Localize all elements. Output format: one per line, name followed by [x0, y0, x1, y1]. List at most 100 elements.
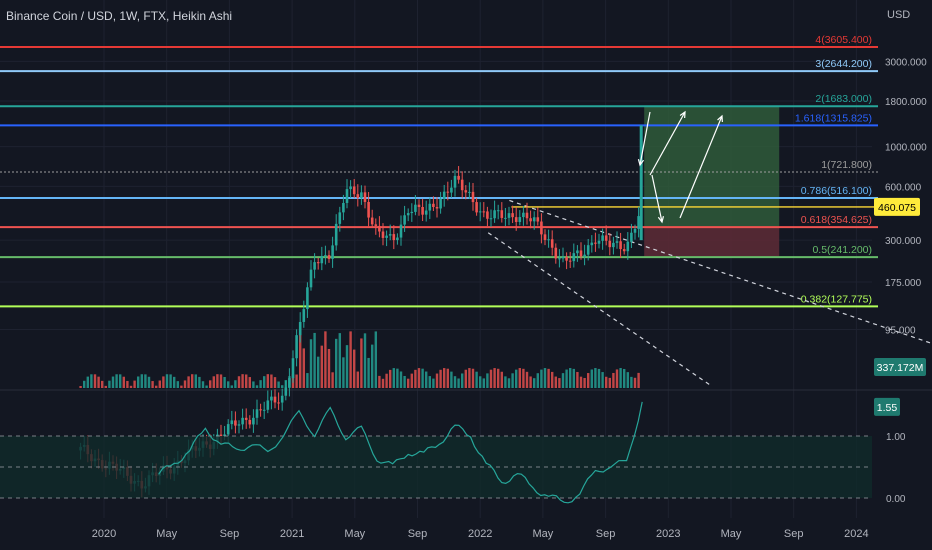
- volume-bar: [471, 368, 475, 388]
- volume-bar: [90, 374, 93, 388]
- volume-bar: [245, 374, 248, 388]
- candle-body: [306, 287, 309, 310]
- volume-bar: [327, 348, 331, 388]
- volume-bar: [252, 381, 255, 388]
- chart-grid: [0, 0, 932, 518]
- candle-body: [568, 260, 572, 262]
- price-axis-tick-label: 1800.000: [885, 97, 927, 108]
- candle-body: [471, 191, 475, 203]
- volume-bar: [309, 339, 313, 388]
- volume-bar: [83, 380, 86, 388]
- volume-bar: [410, 373, 413, 388]
- volume-bar: [216, 374, 219, 388]
- indicator-pane: [0, 401, 872, 504]
- candle-body: [511, 213, 514, 218]
- price-axis-tick-label: 300.000: [885, 236, 922, 247]
- candle-body: [324, 255, 327, 257]
- volume-bar: [374, 331, 377, 388]
- indicator-axis-tick-label: 1.00: [886, 432, 906, 443]
- candle-body: [572, 253, 576, 262]
- volume-bar: [86, 376, 89, 388]
- candle-body: [403, 215, 406, 225]
- volume-bar: [533, 378, 536, 388]
- candle-body: [601, 235, 604, 241]
- candle-body: [579, 250, 583, 257]
- time-axis-tick-label: May: [156, 528, 177, 540]
- volume-bar: [489, 369, 493, 388]
- volume-bar: [594, 368, 597, 388]
- fib-level-label: 0.786(516.100): [801, 185, 872, 197]
- volume-bar: [194, 374, 197, 388]
- candle-body: [248, 419, 252, 425]
- volume-bar: [129, 385, 133, 388]
- volume-bar: [302, 348, 305, 388]
- volume-bar: [356, 371, 359, 388]
- candle-body: [244, 417, 248, 420]
- candle-body: [637, 216, 640, 229]
- volume-bar: [205, 385, 208, 388]
- volume-bar: [396, 368, 399, 388]
- candle-body: [496, 210, 500, 212]
- fib-level-label: 2(1683.000): [815, 93, 872, 105]
- candle-body: [284, 387, 288, 396]
- volume-bar: [93, 374, 97, 388]
- volume-bar: [151, 381, 154, 388]
- time-axis[interactable]: 2020 May Sep 2021 May Sep 2022 May Sep 2023 May Sep…: [92, 528, 869, 540]
- candle-body: [450, 187, 453, 193]
- volume-bar: [461, 373, 464, 388]
- candle-body: [442, 191, 446, 199]
- candle-body: [313, 262, 316, 270]
- volume-bar: [299, 331, 302, 388]
- candle-body: [273, 396, 277, 403]
- fib-level-label: 0.382(127.775): [801, 293, 872, 305]
- volume-bar: [198, 376, 201, 388]
- candle-body: [583, 254, 586, 257]
- time-axis-tick-label: 2023: [656, 528, 680, 540]
- price-axis[interactable]: 3000.000 1800.000 1000.000 600.000 300.000 17…: [885, 57, 927, 505]
- volume-bar: [493, 368, 496, 388]
- volume-bar: [626, 372, 629, 388]
- candle-body: [590, 242, 594, 246]
- volume-bar: [637, 372, 640, 388]
- candle-body: [385, 235, 388, 238]
- volume-bar: [331, 372, 334, 388]
- candle-body: [626, 241, 630, 252]
- candle-body: [446, 191, 450, 193]
- candle-body: [561, 256, 565, 259]
- price-axis-tick-label: 1000.000: [885, 143, 927, 154]
- volume-bar: [601, 372, 604, 388]
- arrow-head: [637, 159, 645, 167]
- volume-bar: [180, 385, 183, 388]
- volume-bar: [579, 376, 583, 388]
- candle-body: [259, 409, 262, 411]
- volume-bar: [432, 378, 435, 388]
- volume-bar: [104, 385, 107, 388]
- volume-bar: [187, 376, 190, 388]
- candle-body: [396, 237, 399, 241]
- candle-body: [349, 186, 352, 190]
- volume-bar: [295, 374, 298, 388]
- candle-body: [356, 194, 360, 199]
- fib-level-label: 0.5(241.200): [812, 244, 872, 256]
- volume-bar: [133, 380, 136, 388]
- volume-bar: [612, 372, 615, 388]
- candle-body: [262, 409, 266, 411]
- candle-body: [219, 434, 223, 437]
- candle-body: [277, 402, 280, 404]
- volume-bar: [122, 376, 125, 388]
- volume-bar: [158, 380, 161, 388]
- time-axis-tick-label: May: [533, 528, 554, 540]
- candle-body: [388, 234, 392, 236]
- indicator-value-label-bg: [874, 397, 900, 416]
- candle-body: [453, 175, 457, 188]
- volume-bar: [97, 376, 100, 388]
- candle-body: [468, 191, 471, 193]
- time-axis-tick-label: Sep: [596, 528, 616, 540]
- candle-body: [320, 256, 324, 264]
- fibonacci-levels: 4(3605.400) 3(2644.200) 2(1683.000) 1.618(1…: [0, 34, 878, 308]
- candle-body: [342, 202, 345, 213]
- volume-bar: [446, 368, 449, 388]
- candle-body: [316, 262, 320, 264]
- candle-body: [414, 204, 417, 212]
